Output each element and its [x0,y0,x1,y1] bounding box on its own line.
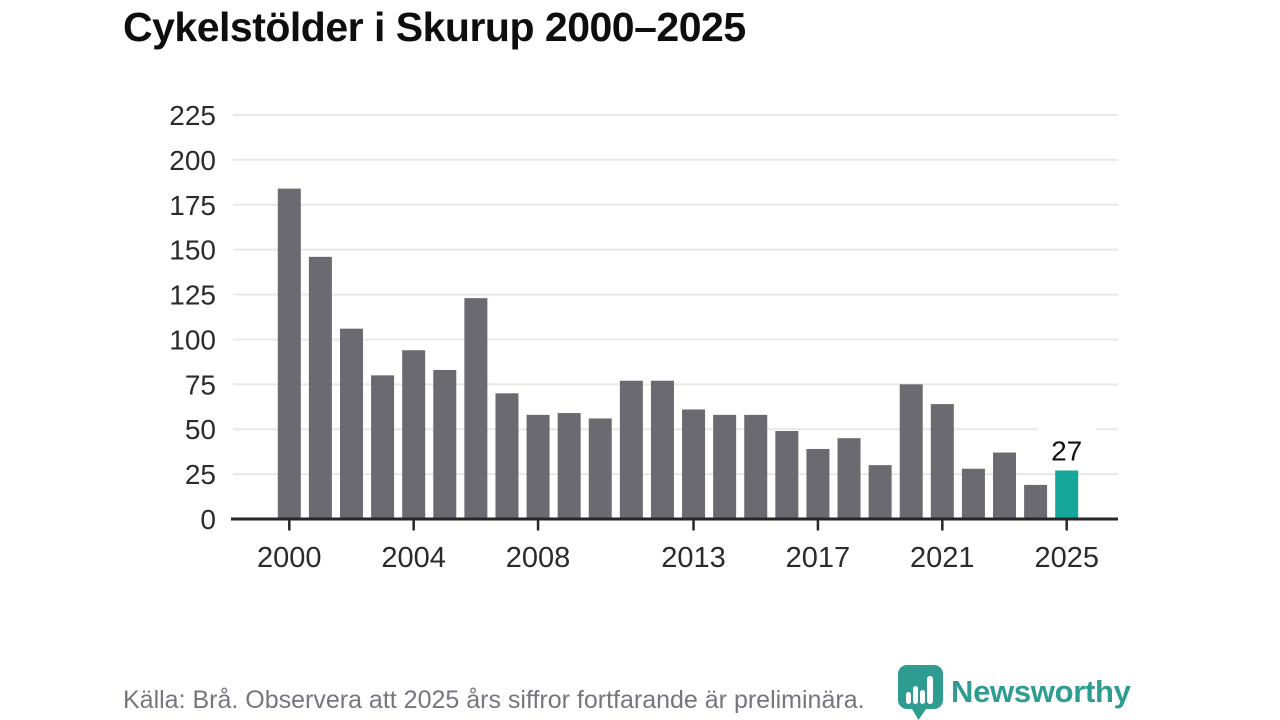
x-tick-label-2000: 2000 [257,542,322,574]
bar-2017 [806,448,830,519]
chart-title: Cykelstölder i Skurup 2000–2025 [123,4,746,50]
source-note: Källa: Brå. Observera att 2025 års siffr… [123,686,865,714]
bar-2006 [464,298,488,519]
y-tick-label-75: 75 [185,369,216,400]
bar-2024 [1024,484,1048,519]
bar-2009 [557,413,581,519]
y-tick-label-150: 150 [169,235,216,266]
y-tick-label-125: 125 [169,280,216,311]
bar-2003 [371,375,395,519]
bar-2016 [775,431,799,519]
bar-2021 [930,404,954,519]
newsworthy-pin-barchart-icon [898,665,943,720]
bar-2001 [308,256,332,519]
bar-2011 [619,380,643,519]
y-tick-label-200: 200 [169,145,216,176]
x-tick-label-2021: 2021 [910,542,975,574]
bar-2018 [837,438,861,519]
bar-2002 [339,328,363,519]
bar-2012 [650,380,674,519]
y-tick-label-100: 100 [169,324,216,355]
newsworthy-logo: Newsworthy [897,664,1131,720]
x-tick-label-2008: 2008 [506,542,571,574]
newsworthy-logo-text: Newsworthy [951,674,1131,709]
icon-bars [906,676,933,704]
bar-2014 [713,414,737,519]
y-tick-label-175: 175 [169,190,216,221]
x-tick-label-2017: 2017 [786,542,851,574]
bar-2019 [868,465,892,519]
bar-2010 [588,418,612,519]
y-tick-label-0: 0 [200,504,216,535]
bar-2022 [961,468,985,519]
bar-2023 [993,452,1017,519]
bar-2008 [526,414,550,519]
bar-2015 [744,414,768,519]
bar-2004 [402,350,426,519]
bar-2000 [277,188,301,519]
y-tick-label-25: 25 [185,459,216,490]
bar-2013 [682,409,706,519]
x-tick-label-2004: 2004 [381,542,446,574]
x-tick-label-2025: 2025 [1034,542,1099,574]
bar-2005 [433,369,457,519]
bar-2007 [495,393,519,519]
bar-2020 [899,384,923,519]
bar-2025 [1055,470,1079,519]
value-label-2025: 27 [1051,436,1082,467]
value-label-bg [1037,425,1096,466]
y-tick-label-50: 50 [185,414,216,445]
x-tick-label-2013: 2013 [661,542,726,574]
y-tick-label-225: 225 [169,100,216,131]
